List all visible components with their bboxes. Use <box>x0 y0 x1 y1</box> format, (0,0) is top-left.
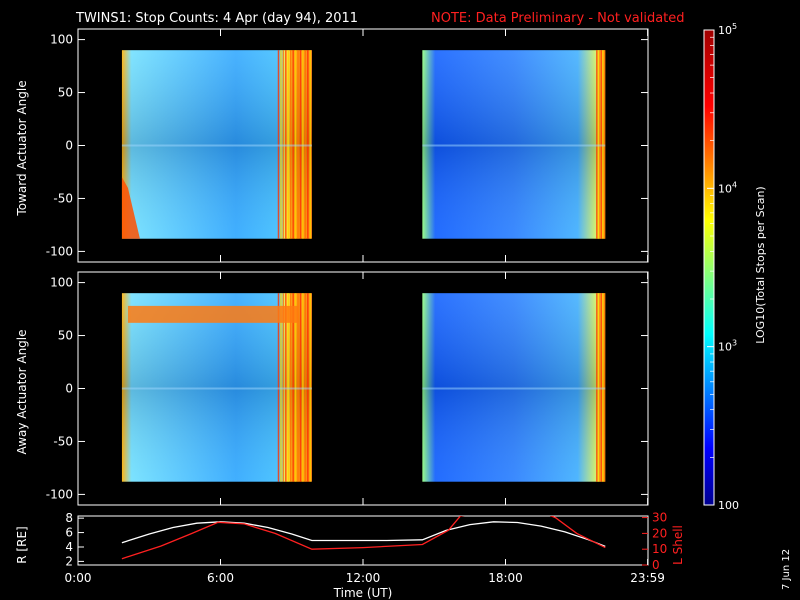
away-ytick-label: 0 <box>65 382 73 396</box>
orbit-ytick-left-label: 4 <box>65 540 73 554</box>
toward-zero-band <box>121 144 312 147</box>
away-stripe <box>599 293 601 482</box>
toward-ytick-label: 0 <box>65 139 73 153</box>
colorbar-gradient <box>703 29 715 506</box>
orbit-ytick-left-label: 6 <box>65 526 73 540</box>
toward-stripe <box>299 50 302 239</box>
colorbar-tick-label: 104 <box>718 180 737 195</box>
away-ytick-label: 100 <box>50 276 73 290</box>
toward-stripe <box>277 50 280 239</box>
colorbar-tick-exponent: 5 <box>732 22 737 31</box>
away-stripe <box>309 293 311 482</box>
away-heatmap <box>121 293 606 482</box>
away-ytick-label: -50 <box>53 434 73 448</box>
away-stripe <box>602 293 604 482</box>
toward-ytick-label: 100 <box>50 33 73 47</box>
colorbar-tick-label: 105 <box>718 22 737 37</box>
orbit-ytick-right-label: 10 <box>652 542 667 556</box>
toward-low-corner <box>121 177 140 239</box>
toward-stripe <box>602 50 604 239</box>
colorbar-tick-exponent: 4 <box>732 180 737 189</box>
colorbar: 105 104 103 100 LOG10(Total Stops per Scan) <box>703 22 767 512</box>
away-stripe <box>302 293 304 482</box>
toward-stripe <box>297 50 299 239</box>
toward-stripe <box>294 50 297 239</box>
lshell-line <box>121 516 606 560</box>
toward-stripe <box>282 50 285 239</box>
away-zero-band <box>422 387 606 390</box>
toward-ytick-label: -50 <box>53 191 73 205</box>
toward-stripe <box>603 50 606 239</box>
toward-stripe <box>596 50 598 239</box>
toward-stripe <box>304 50 307 239</box>
away-stripe <box>282 293 285 482</box>
toward-stripe <box>289 50 292 239</box>
toward-stripe <box>285 50 287 239</box>
orbit-ylabel-right: L Shell <box>671 525 685 565</box>
orbit-ytick-right-label: 0 <box>652 558 660 572</box>
colorbar-label: LOG10(Total Stops per Scan) <box>754 186 767 343</box>
orbit-xtick-label: 0:00 <box>65 571 92 585</box>
away-stripe <box>304 293 307 482</box>
toward-stripe <box>280 50 282 239</box>
colorbar-tick-label: 100 <box>718 499 739 512</box>
orbit-xtick-label: 23:59 <box>630 571 665 585</box>
toward-panel: -100 -50 0 50 100 Toward Actuator Angle <box>15 28 649 263</box>
preliminary-note: NOTE: Data Preliminary - Not validated <box>431 11 685 26</box>
toward-stripe <box>599 50 601 239</box>
away-zero-band <box>121 387 312 390</box>
date-stamp: 7 Jun 12 <box>781 549 792 590</box>
toward-ytick-label: -100 <box>46 244 73 258</box>
away-stripe <box>294 293 297 482</box>
away-high-band <box>127 305 298 323</box>
away-stripe <box>596 293 598 482</box>
orbit-xtick-label: 18:00 <box>488 571 523 585</box>
toward-ylabel: Toward Actuator Angle <box>15 80 29 216</box>
away-stripe <box>280 293 282 482</box>
toward-shading <box>422 50 606 239</box>
orbit-ytick-right-label: 30 <box>652 511 667 525</box>
away-stripe <box>603 293 606 482</box>
away-stripe <box>289 293 292 482</box>
toward-stripe <box>309 50 311 239</box>
away-ylabel: Away Actuator Angle <box>15 329 29 454</box>
away-stripe <box>285 293 287 482</box>
toward-stripe <box>597 50 600 239</box>
toward-zero-band <box>422 144 606 147</box>
orbit-ylabel-left: R [RE] <box>15 526 29 563</box>
toward-ytick-label: 50 <box>58 86 73 100</box>
away-ytick-label: 50 <box>58 329 73 343</box>
orbit-ytick-left-label: 2 <box>65 554 73 568</box>
toward-stripe <box>287 50 290 239</box>
toward-stripe <box>302 50 304 239</box>
away-stripe <box>277 293 280 482</box>
toward-stripe <box>292 50 294 239</box>
away-stripe <box>287 293 290 482</box>
away-stripe <box>597 293 600 482</box>
orbit-xtick-label: 6:00 <box>207 571 234 585</box>
away-stripe <box>299 293 302 482</box>
time-axis-label: Time (UT) <box>333 586 393 600</box>
orbit-ytick-left-label: 8 <box>65 511 73 525</box>
toward-stripe <box>307 50 309 239</box>
orbit-ytick-right-label: 20 <box>652 526 667 540</box>
colorbar-tick-exponent: 3 <box>732 339 737 348</box>
away-stripe <box>297 293 299 482</box>
away-shading <box>422 293 606 482</box>
away-stripe <box>600 293 603 482</box>
orbit-xtick-label: 12:00 <box>346 571 381 585</box>
away-panel: -100 -50 0 50 100 Away Actuator Angle <box>15 271 649 506</box>
radius-line <box>121 521 606 547</box>
toward-heatmap <box>121 50 606 239</box>
colorbar-tick-label: 103 <box>718 339 737 354</box>
toward-stripe <box>600 50 603 239</box>
away-ytick-label: -100 <box>46 487 73 501</box>
away-stripe <box>307 293 309 482</box>
figure-title: TWINS1: Stop Counts: 4 Apr (day 94), 201… <box>75 11 358 26</box>
away-stripe <box>292 293 294 482</box>
